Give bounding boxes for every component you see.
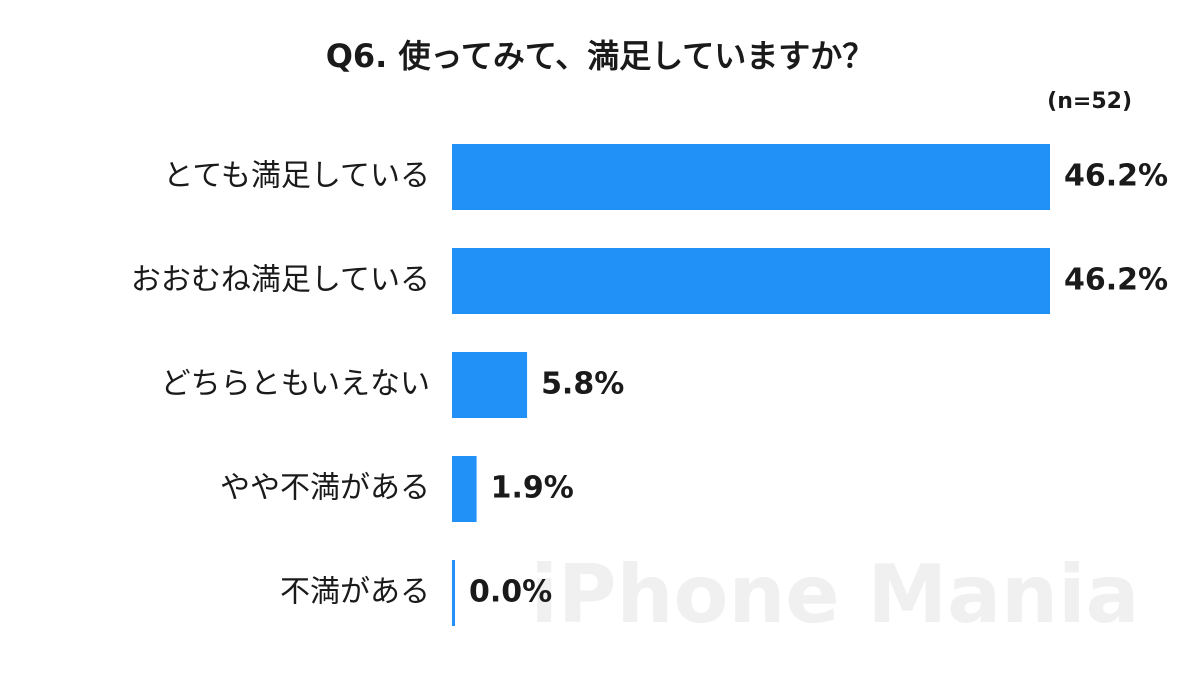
bar (452, 456, 477, 522)
watermark: iPhone Mania (531, 548, 1140, 641)
category-label: どちらともいえない (161, 367, 430, 402)
category-label: とても満足している (163, 159, 430, 194)
bar (452, 144, 1050, 210)
bar (452, 560, 455, 626)
chart-title: Q6. 使ってみて、満足していますか？ (326, 37, 875, 75)
category-label: 不満がある (280, 575, 430, 610)
category-label: やや不満がある (220, 471, 430, 506)
value-label: 0.0% (469, 575, 552, 610)
sample-size: (n=52) (1047, 89, 1132, 114)
value-label: 1.9% (491, 471, 574, 506)
category-label: おおむね満足している (131, 263, 430, 298)
value-label: 46.2% (1064, 159, 1168, 194)
bar (452, 352, 528, 418)
bar (452, 248, 1050, 314)
value-label: 46.2% (1064, 263, 1168, 298)
value-label: 5.8% (541, 367, 624, 402)
